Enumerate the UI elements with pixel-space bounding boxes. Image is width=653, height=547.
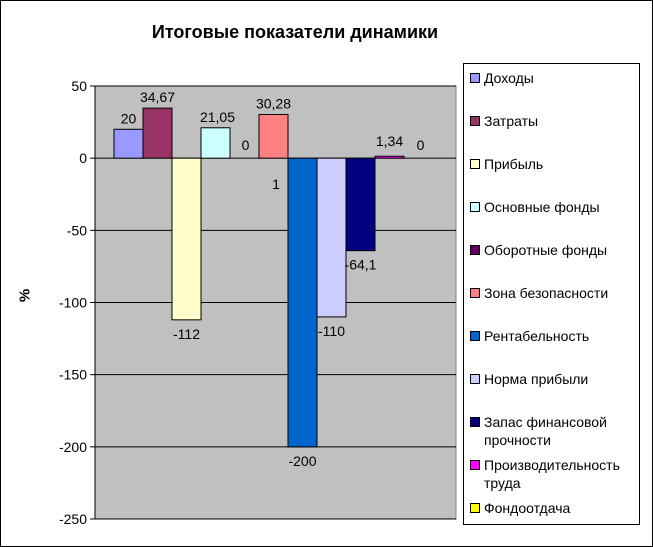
data-label: -200 <box>288 453 316 469</box>
legend-label: Рентабельность <box>484 328 590 344</box>
legend-swatch <box>470 374 480 384</box>
data-label: -64,1 <box>345 257 377 273</box>
legend-swatch <box>470 245 480 255</box>
y-tick-label: 0 <box>79 150 87 166</box>
y-tick-label: -200 <box>59 439 87 455</box>
data-label: -112 <box>173 326 200 342</box>
legend-swatch <box>470 460 480 470</box>
legend-swatch <box>470 73 480 83</box>
data-label: 20 <box>121 110 137 126</box>
y-tick-label: -50 <box>67 222 87 238</box>
y-tick-label: -250 <box>59 511 87 527</box>
legend-swatch <box>470 331 480 341</box>
legend-swatch <box>470 503 480 513</box>
bar-2 <box>142 107 173 159</box>
data-label: 1,34 <box>376 133 403 149</box>
legend-label: Запас финансовой прочности <box>484 414 607 448</box>
data-label: 1 <box>272 176 280 192</box>
legend-swatch <box>470 202 480 212</box>
legend-label: Основные фонды <box>484 199 600 215</box>
y-tick-label: 50 <box>71 78 87 94</box>
chart-title: Итоговые показатели динамики <box>151 22 439 42</box>
bar-9 <box>345 157 376 252</box>
bar-7 <box>287 157 318 448</box>
legend-swatch <box>470 288 480 298</box>
bar-1 <box>113 128 144 159</box>
legend-label: Фондоотдача <box>484 500 571 516</box>
legend-label: Доходы <box>484 70 534 86</box>
y-tick-label: -150 <box>59 367 87 383</box>
data-label: -110 <box>318 323 345 339</box>
y-tick-label: -100 <box>59 295 87 311</box>
legend-label: Производительность труда <box>484 457 620 491</box>
legend-label: Затраты <box>484 113 539 129</box>
bar-3 <box>171 157 202 321</box>
bar-4 <box>200 127 231 159</box>
bar-6 <box>258 113 289 159</box>
legend-swatch <box>470 417 480 427</box>
bar-8 <box>316 157 347 318</box>
chart-legend: Доходы Затраты Прибыль Основные фонды Оборот… <box>463 63 640 525</box>
legend-label: Прибыль <box>484 156 544 172</box>
legend-swatch <box>470 159 480 169</box>
legend-swatch <box>470 116 480 126</box>
legend-label: Зона безопасности <box>484 285 609 301</box>
data-label: 21,05 <box>200 109 235 125</box>
legend-label: Норма прибыли <box>484 371 589 387</box>
data-label: 34,67 <box>140 89 175 105</box>
legend-label: Оборотные фонды <box>484 242 608 258</box>
bar-10 <box>374 155 405 159</box>
data-label: 0 <box>242 137 250 153</box>
data-label: 0 <box>417 137 425 153</box>
data-label: 30,28 <box>256 95 291 111</box>
